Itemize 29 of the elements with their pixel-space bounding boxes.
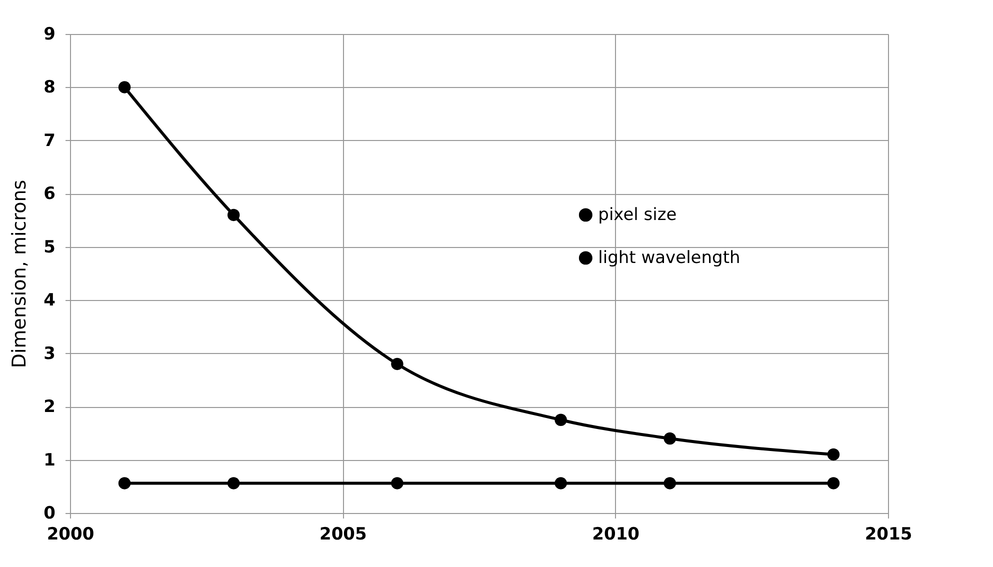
y-tick-label: 7	[44, 130, 56, 151]
point	[227, 477, 240, 490]
y-tick-label: 9	[44, 24, 56, 44]
x-tick-label: 2000	[46, 524, 94, 544]
point	[664, 477, 676, 490]
point	[554, 414, 567, 426]
point	[554, 477, 567, 490]
y-tick-label: 1	[44, 450, 56, 470]
point	[118, 81, 131, 94]
point	[827, 448, 840, 461]
y-tick-label: 0	[44, 504, 56, 524]
point	[391, 358, 404, 370]
x-tick-label: 2005	[320, 524, 367, 544]
x-tick-label: 2010	[592, 524, 640, 544]
point	[827, 477, 840, 490]
y-tick-label: 8	[44, 78, 56, 98]
point	[227, 208, 240, 222]
y-axis-title: Dimension, microns	[8, 180, 31, 368]
legend-label: pixel size	[598, 204, 677, 225]
y-tick-label: 4	[44, 290, 56, 311]
point	[664, 432, 676, 445]
y-tick-label: 2	[44, 397, 56, 418]
y-tick-label: 3	[44, 344, 56, 364]
point	[391, 477, 404, 490]
x-tick-label: 2015	[864, 524, 912, 544]
legend-label: light wavelength	[598, 248, 740, 268]
y-tick-label: 6	[44, 184, 56, 204]
point	[118, 477, 131, 490]
y-tick-label: 5	[44, 237, 56, 258]
